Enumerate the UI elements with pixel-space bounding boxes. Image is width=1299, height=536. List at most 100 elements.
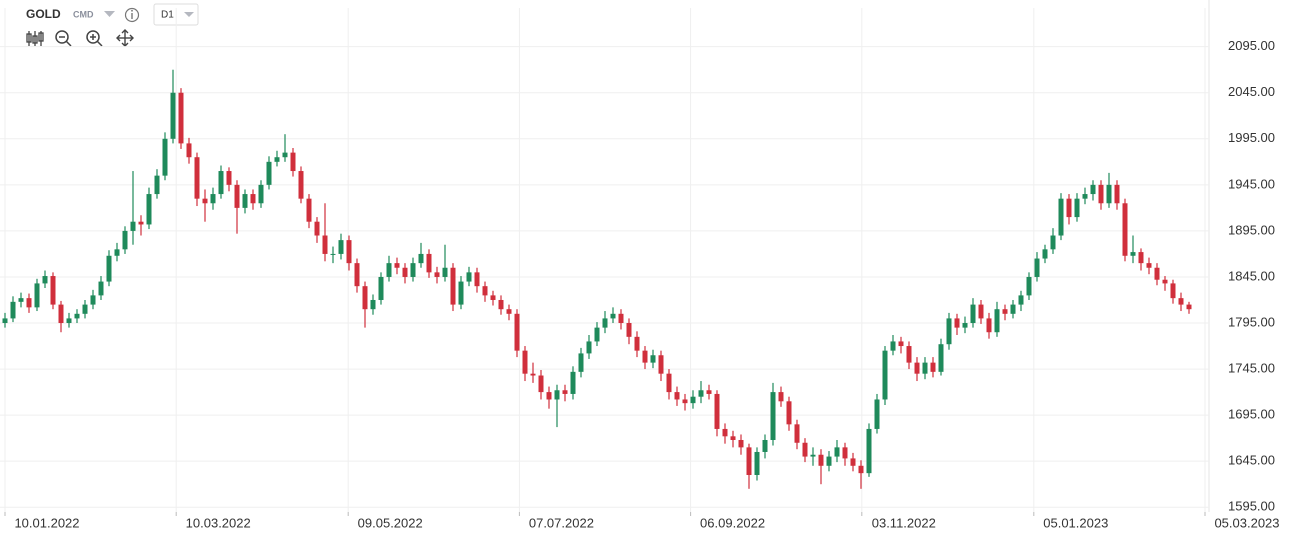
candle-body <box>666 373 672 393</box>
market: CMD <box>73 9 94 19</box>
candle-body <box>26 298 32 308</box>
candle-body <box>1018 295 1024 305</box>
candle-body <box>2 318 8 324</box>
y-tick-label: 2095.00 <box>1228 38 1275 53</box>
candle-body <box>106 255 112 282</box>
candle-body <box>690 396 696 404</box>
candle-body <box>1074 198 1080 218</box>
candle-body <box>194 157 200 199</box>
candle-body <box>10 301 16 319</box>
y-tick-label: 2045.00 <box>1228 84 1275 99</box>
x-tick-label: 10.03.2022 <box>186 515 251 530</box>
candle-body <box>426 253 432 273</box>
candle-body <box>274 157 280 162</box>
candle-body <box>762 439 768 452</box>
candle-body <box>306 198 312 222</box>
candle-body <box>770 392 776 440</box>
candle-body <box>18 298 24 302</box>
candle-body <box>58 304 64 324</box>
candle-body <box>338 240 344 254</box>
candle-body <box>442 267 448 277</box>
candle-body <box>954 318 960 328</box>
candle-body <box>922 362 928 374</box>
y-tick-label: 1745.00 <box>1228 361 1275 376</box>
candle-body <box>498 299 504 310</box>
candle-body <box>50 276 56 305</box>
candle-body <box>1106 184 1112 204</box>
candle-body <box>410 263 416 277</box>
y-tick-label: 1895.00 <box>1228 222 1275 237</box>
candle-body <box>418 253 424 264</box>
x-tick-label: 05.01.2023 <box>1043 515 1108 530</box>
candle-body <box>946 318 952 345</box>
candle-body <box>434 272 440 277</box>
candle-body <box>986 318 992 333</box>
y-tick-label: 1595.00 <box>1228 499 1275 514</box>
candle-body <box>546 392 552 400</box>
candle-body <box>1162 279 1168 284</box>
x-tick-label: 09.05.2022 <box>358 515 423 530</box>
candle-body <box>626 323 632 337</box>
candle-body <box>226 171 232 185</box>
candle-body <box>882 350 888 400</box>
candle-body <box>314 221 320 236</box>
candle-body <box>994 309 1000 333</box>
candle-body <box>642 350 648 363</box>
info-icon[interactable] <box>124 7 140 23</box>
candle-body <box>1002 309 1008 314</box>
candle-body <box>370 299 376 310</box>
candle-body <box>1042 249 1048 259</box>
zoom-in-icon[interactable] <box>86 30 103 47</box>
candle-body <box>890 341 896 351</box>
candle-body <box>610 313 616 319</box>
candle-body <box>602 318 608 328</box>
candle-body <box>146 194 152 225</box>
candle-body <box>962 323 968 328</box>
candle-body <box>170 92 176 139</box>
symbol-dropdown[interactable] <box>104 11 115 17</box>
candle-body <box>1138 252 1144 264</box>
zoom-out-icon[interactable] <box>55 30 72 47</box>
candle-body <box>1146 263 1152 268</box>
candle-body <box>650 355 656 363</box>
candle-body <box>898 341 904 347</box>
candle-body <box>1026 276 1032 296</box>
candle-body <box>42 276 48 284</box>
candle-body <box>698 390 704 397</box>
candle-body <box>178 92 184 144</box>
candle-body <box>1034 258 1040 277</box>
candle-body <box>250 194 256 204</box>
symbol[interactable]: GOLD <box>26 7 61 21</box>
candle-body <box>322 235 328 254</box>
candle-body <box>466 272 472 282</box>
timeframe[interactable]: D1 <box>161 10 174 21</box>
candle-body <box>858 465 864 474</box>
candle-body <box>1082 194 1088 199</box>
x-tick-label: 06.09.2022 <box>700 515 765 530</box>
x-tick-label: 07.07.2022 <box>529 515 594 530</box>
candle-body <box>74 313 80 319</box>
pan-icon[interactable] <box>116 29 134 47</box>
timeframe-arrow <box>184 12 194 17</box>
candle-body <box>1154 267 1160 280</box>
chart-type-icon[interactable] <box>26 31 44 46</box>
candle-body <box>490 295 496 300</box>
candle-body <box>938 344 944 372</box>
candle-body <box>266 161 272 185</box>
candle-body <box>826 456 832 466</box>
candle-body <box>242 194 248 208</box>
candle-body <box>850 458 856 466</box>
candle-body <box>634 336 640 351</box>
candle-body <box>162 138 168 176</box>
candle-body <box>722 428 728 437</box>
candle-body <box>522 350 528 374</box>
y-tick-label: 1645.00 <box>1228 453 1275 468</box>
candle-body <box>402 267 408 277</box>
candle-body <box>874 399 880 429</box>
candle-body <box>202 198 208 204</box>
candle-body <box>970 304 976 324</box>
y-tick-label: 1795.00 <box>1228 314 1275 329</box>
y-tick-label: 1995.00 <box>1228 130 1275 145</box>
candle-body <box>218 171 224 195</box>
x-tick-label: 03.11.2022 <box>872 515 936 530</box>
